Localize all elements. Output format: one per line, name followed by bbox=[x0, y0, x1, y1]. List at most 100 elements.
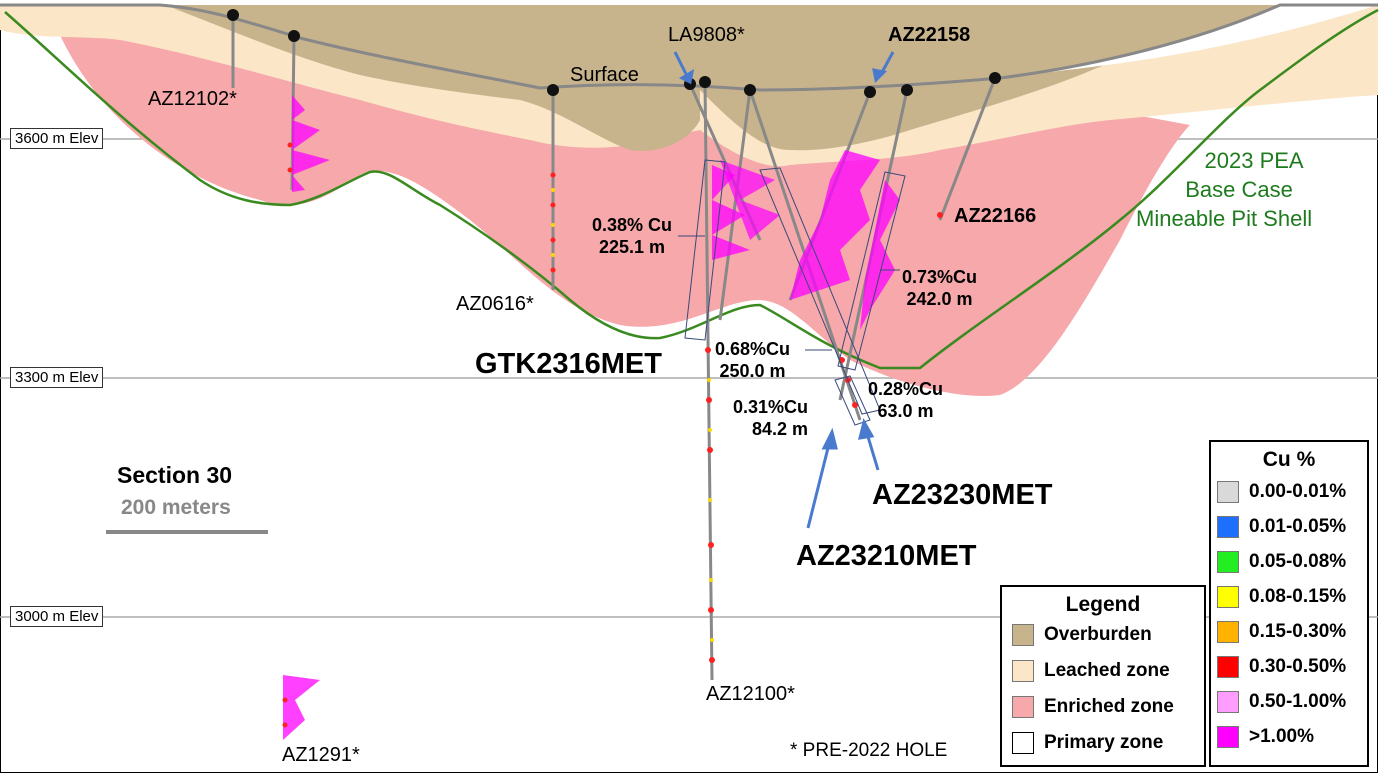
collar-2 bbox=[288, 30, 300, 42]
legend-item: Primary zone bbox=[1002, 725, 1204, 761]
intercept-length: 225.1 m bbox=[598, 237, 666, 257]
leached-left-top bbox=[0, 5, 160, 30]
legend-title: Legend bbox=[1065, 593, 1141, 616]
section-title: Section 30 bbox=[117, 462, 233, 488]
footnote: * PRE-2022 HOLE bbox=[790, 740, 948, 761]
elev-label-3300: 3300 m Elev bbox=[10, 367, 104, 388]
cu-swatch bbox=[1217, 725, 1239, 748]
legend-swatch bbox=[1012, 660, 1034, 682]
legend-item: Leached zone bbox=[1002, 653, 1204, 689]
intercept-length: 63.0 m bbox=[877, 401, 934, 421]
intercept-grade: 0.73%Cu bbox=[902, 267, 978, 287]
elev-label-3000: 3000 m Elev bbox=[10, 606, 104, 627]
cu-legend-title: Cu % bbox=[1262, 448, 1316, 471]
cu-legend-item: 0.30-0.50% bbox=[1211, 649, 1367, 684]
cu-legend-item: 0.05-0.08% bbox=[1211, 544, 1367, 579]
assay-az12102 bbox=[292, 95, 330, 192]
intercept-label-3: 0.68%Cu 250.0 m bbox=[715, 338, 790, 382]
hole-label-az22158: AZ22158 bbox=[888, 24, 971, 46]
surface-label: Surface bbox=[570, 64, 639, 86]
cu-legend-item: 0.00-0.01% bbox=[1211, 474, 1367, 509]
legend-item: Enriched zone bbox=[1002, 689, 1204, 725]
cu-swatch bbox=[1217, 480, 1239, 503]
pit-shell-line bbox=[4, 8, 1379, 370]
legend-swatch bbox=[1012, 624, 1034, 646]
legend-label: Overburden bbox=[1044, 624, 1152, 645]
cu-legend-label: 0.15-0.30% bbox=[1249, 620, 1347, 642]
cu-legend-item: >1.00% bbox=[1211, 719, 1367, 754]
intercept-label-1: 0.38% Cu 225.1 m bbox=[592, 214, 672, 258]
legend-swatch bbox=[1012, 696, 1034, 718]
collar-9 bbox=[901, 84, 913, 96]
hole-label-az0616: AZ0616* bbox=[456, 293, 534, 315]
collar-az22166 bbox=[989, 72, 1001, 84]
hole-label-az12100: AZ12100* bbox=[706, 683, 795, 705]
cu-swatch bbox=[1217, 515, 1239, 538]
intercept-label-2: 0.73%Cu 242.0 m bbox=[902, 266, 977, 310]
cu-legend-item: 0.15-0.30% bbox=[1211, 614, 1367, 649]
cu-legend-label: 0.50-1.00% bbox=[1249, 690, 1347, 712]
collar-az12102 bbox=[227, 9, 239, 21]
cu-legend-label: 0.05-0.08% bbox=[1249, 550, 1347, 572]
intercept-label-5: 0.31%Cu 84.2 m bbox=[733, 396, 808, 440]
hole-label-az23230met: AZ23230MET bbox=[872, 479, 1053, 511]
leached-right-top bbox=[1260, 5, 1378, 104]
overburden-top bbox=[160, 5, 1280, 90]
assay-az22166-b bbox=[860, 180, 900, 330]
cu-swatch bbox=[1217, 690, 1239, 713]
intercept-length: 84.2 m bbox=[752, 419, 809, 439]
hole-trace-6 bbox=[718, 89, 752, 321]
cu-swatch bbox=[1217, 620, 1239, 643]
cu-legend: Cu % 0.00-0.01% 0.01-0.05% 0.05-0.08% 0.… bbox=[1209, 440, 1369, 767]
assay-az22158 bbox=[790, 150, 880, 300]
hole-collars bbox=[227, 9, 1001, 98]
intercept-box-2 bbox=[837, 171, 906, 371]
intercept-length: 250.0 m bbox=[719, 361, 786, 381]
cu-swatch bbox=[1217, 655, 1239, 678]
legend-label: Enriched zone bbox=[1044, 696, 1174, 717]
hole-label-az1291: AZ1291* bbox=[282, 744, 360, 766]
intercept-grade: 0.38% Cu bbox=[592, 215, 673, 235]
hole-label-az12102: AZ12102* bbox=[148, 88, 237, 110]
pit-shell-line-3: Mineable Pit Shell bbox=[1136, 206, 1313, 231]
cu-legend-label: 0.08-0.15% bbox=[1249, 585, 1347, 607]
assay-la9808 bbox=[720, 160, 780, 240]
intercept-label-4: 0.28%Cu 63.0 m bbox=[868, 378, 943, 422]
cu-legend-label: 0.00-0.01% bbox=[1249, 480, 1347, 502]
hole-label-az23210met: AZ23210MET bbox=[796, 540, 977, 572]
zone-legend: Legend Overburden Leached zone Enriched … bbox=[1000, 585, 1206, 767]
assay-az1291 bbox=[283, 675, 320, 740]
pit-shell-line-1: 2023 PEA bbox=[1204, 148, 1304, 173]
cu-legend-label: 0.01-0.05% bbox=[1249, 515, 1347, 537]
intercept-box-3 bbox=[759, 167, 881, 415]
assay-beads bbox=[282, 142, 943, 728]
cu-legend-label: 0.30-0.50% bbox=[1249, 655, 1347, 677]
intercept-grade: 0.68%Cu bbox=[715, 339, 791, 359]
callout-arrows bbox=[673, 51, 895, 529]
pit-shell-line-2: Base Case bbox=[1185, 177, 1293, 202]
cu-legend-item: 0.01-0.05% bbox=[1211, 509, 1367, 544]
cu-legend-item: 0.50-1.00% bbox=[1211, 684, 1367, 719]
legend-label: Leached zone bbox=[1044, 660, 1170, 681]
hole-label-az22166: AZ22166 bbox=[954, 205, 1037, 227]
cu-swatch bbox=[1217, 585, 1239, 608]
legend-swatch bbox=[1012, 732, 1034, 754]
hole-trace-az22166 bbox=[938, 77, 997, 221]
legend-label: Primary zone bbox=[1044, 732, 1164, 753]
collar-6 bbox=[744, 84, 756, 96]
hole-label-la9808: LA9808* bbox=[668, 24, 745, 46]
collar-az22158 bbox=[864, 86, 876, 98]
intercept-length: 242.0 m bbox=[906, 289, 973, 309]
pit-shell-label: 2023 PEA Base Case Mineable Pit Shell bbox=[1136, 146, 1312, 233]
intercept-grade: 0.31%Cu bbox=[733, 397, 809, 417]
intercept-grade: 0.28%Cu bbox=[868, 379, 944, 399]
elev-label-3600: 3600 m Elev bbox=[10, 128, 104, 149]
collar-az0616 bbox=[547, 84, 559, 96]
legend-item: Overburden bbox=[1002, 617, 1204, 653]
intercept-box-1 bbox=[684, 159, 726, 341]
assay-yellow-beads bbox=[551, 188, 714, 642]
intercept-box-4 bbox=[834, 375, 871, 426]
cu-legend-item: 0.08-0.15% bbox=[1211, 579, 1367, 614]
intercept-boxes bbox=[684, 159, 906, 426]
